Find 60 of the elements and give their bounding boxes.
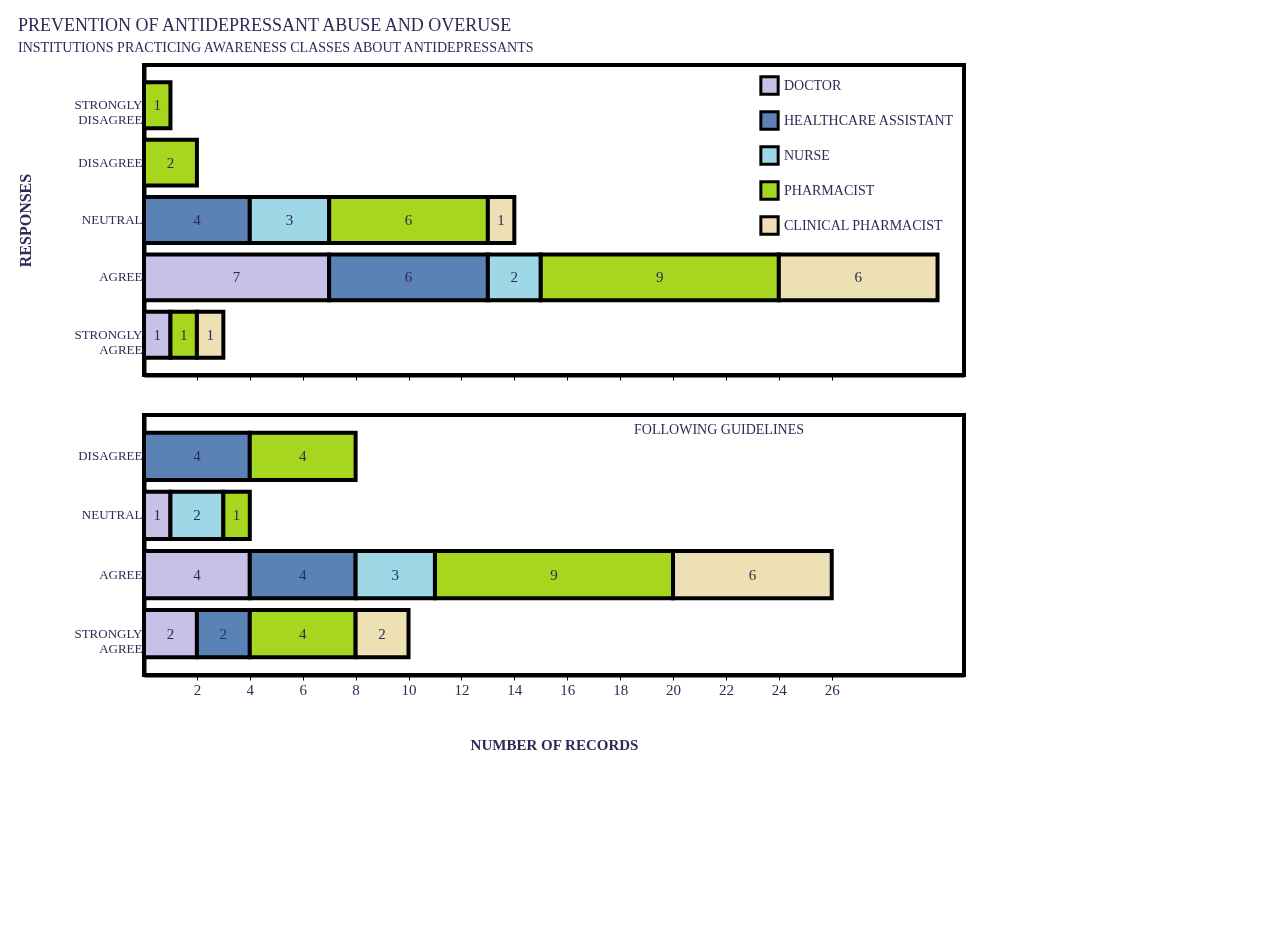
data-label: 2: [378, 625, 386, 642]
data-label: 4: [193, 566, 202, 583]
data-label: 4: [193, 212, 202, 228]
data-label: 1: [179, 326, 188, 343]
data-label: 6: [404, 212, 413, 228]
y-tick-label: NEUTRAL: [81, 212, 143, 227]
data-label: 1: [497, 212, 505, 228]
data-label: 6: [404, 269, 413, 286]
legend-label: PHARMACIST: [784, 182, 875, 198]
x-axis-title: NUMBER OF RECORDS: [470, 736, 639, 753]
chart-subtitle: INSTITUTIONS PRACTICING AWARENESS CLASSES ABOUT ANTIDEPRESSANTS: [17, 40, 534, 55]
data-label: 6: [748, 566, 757, 583]
data-label: 3: [285, 212, 294, 228]
x-tick-label: 20: [666, 681, 682, 698]
x-tick-label: 10: [401, 681, 417, 698]
data-label: 1: [206, 326, 214, 343]
y-tick-label: STRONGLY AGREE: [74, 625, 144, 656]
y-tick-label: DISAGREE: [78, 154, 143, 170]
x-tick-label: 14: [507, 681, 523, 698]
x-tick-label: 8: [352, 681, 360, 698]
legend-label: DOCTOR: [784, 77, 842, 93]
data-label: 7: [232, 269, 241, 286]
x-tick-label: 24: [771, 681, 788, 698]
data-label: 1: [232, 507, 241, 524]
legend-label: CLINICAL PHARMACIST: [784, 217, 943, 233]
x-tick-label: 18: [613, 681, 629, 698]
y-tick-label: AGREE: [99, 566, 143, 582]
data-label: 4: [298, 625, 307, 642]
chart-title: PREVENTION OF ANTIDEPRESSANT ABUSE AND OVERUSE: [17, 15, 512, 35]
x-tick-label: 22: [718, 681, 734, 698]
data-label: 1: [153, 97, 161, 114]
x-tick-label: 16: [560, 681, 576, 698]
data-label: 2: [193, 507, 201, 524]
legend-label: NURSE: [784, 147, 830, 163]
data-label: 2: [219, 625, 228, 642]
y-tick-label: DISAGREE: [78, 448, 143, 464]
legend-label: HEALTHCARE ASSISTANT: [784, 112, 954, 128]
y-tick-label: AGREE: [99, 269, 143, 285]
data-label: 4: [298, 566, 307, 583]
x-tick-label: 12: [454, 681, 470, 698]
data-label: 1: [153, 507, 161, 524]
y-tick-label: NEUTRAL: [81, 507, 143, 523]
y-tick-label: STRONGLY AGREE: [74, 326, 144, 357]
text: FOLLOWING GUIDELINES: [634, 422, 804, 437]
y-tick-label: STRONGLY DISAGREE: [74, 97, 144, 128]
x-tick-label: 26: [824, 681, 841, 698]
data-label: 2: [510, 269, 519, 286]
data-label: 2: [166, 154, 175, 171]
data-label: 1: [153, 326, 161, 343]
y-axis-title: RESPONSES: [17, 173, 35, 268]
data-label: 3: [391, 566, 400, 583]
data-label: 4: [193, 448, 202, 465]
x-tick-label: 6: [299, 681, 308, 698]
data-label: 9: [656, 269, 664, 286]
x-tick-label: 4: [246, 681, 255, 698]
data-label: 4: [298, 448, 307, 465]
data-label: 6: [854, 269, 863, 286]
data-label: 2: [166, 625, 175, 642]
x-tick-label: 2: [193, 681, 202, 698]
data-label: 9: [550, 566, 558, 583]
